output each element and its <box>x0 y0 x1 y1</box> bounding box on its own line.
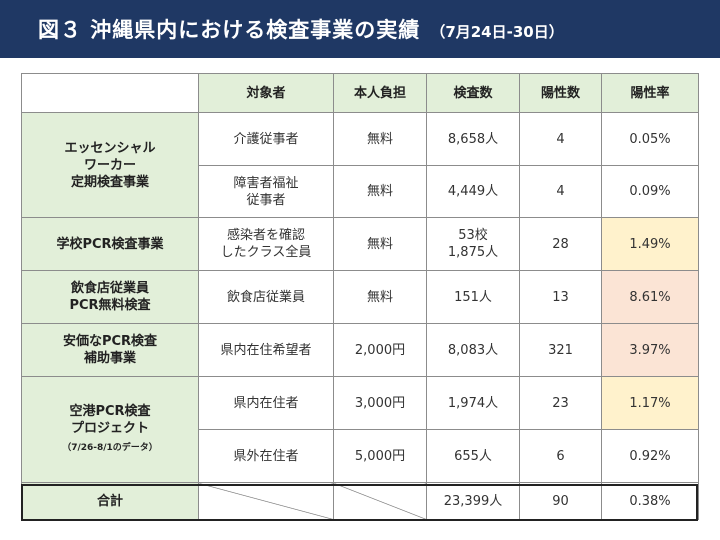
category-restaurant: 飲食店従業員 PCR無料検査 <box>21 270 199 324</box>
rate-cell: 0.05% <box>601 112 699 166</box>
rate-cell: 0.09% <box>601 165 699 218</box>
total-row: 合計 23,399人 90 0.38% <box>21 482 699 520</box>
page-title: 図３ 沖縄県内における検査事業の実績 <box>38 18 421 42</box>
total-rate: 0.38% <box>601 482 699 520</box>
period-label: （7月24日-30日） <box>430 22 564 41</box>
tests-cell: 8,658人 <box>426 112 520 166</box>
total-tests: 23,399人 <box>426 482 520 520</box>
header-rate: 陽性率 <box>601 73 699 113</box>
header-target: 対象者 <box>198 73 334 113</box>
header-row: 対象者 本人負担 検査数 陽性数 陽性率 <box>21 73 699 113</box>
tests-cell: 655人 <box>426 429 520 483</box>
cost-cell: 5,000円 <box>333 429 427 483</box>
total-label: 合計 <box>21 482 199 520</box>
table-row: 安価なPCR検査 補助事業 県内在住希望者 2,000円 8,083人 321 … <box>21 323 699 377</box>
tests-cell: 53校 1,875人 <box>426 217 520 271</box>
tests-cell: 151人 <box>426 270 520 324</box>
header-blank-cell <box>21 73 199 113</box>
airport-note: （7/26-8/1のデータ） <box>62 442 158 453</box>
cost-cell: 3,000円 <box>333 376 427 430</box>
target-cell: 県外在住者 <box>198 429 334 483</box>
cost-cell: 無料 <box>333 165 427 218</box>
target-cell: 飲食店従業員 <box>198 270 334 324</box>
positives-cell: 4 <box>519 165 602 218</box>
cost-cell: 2,000円 <box>333 323 427 377</box>
target-cell: 感染者を確認 したクラス全員 <box>198 217 334 271</box>
results-table: 対象者 本人負担 検査数 陽性数 陽性率 エッセンシャル ワーカー 定期検査事業… <box>21 73 699 520</box>
header-positives: 陽性数 <box>519 73 602 113</box>
tests-cell: 1,974人 <box>426 376 520 430</box>
target-cell: 障害者福祉 従事者 <box>198 165 334 218</box>
header-tests: 検査数 <box>426 73 520 113</box>
category-essential: エッセンシャル ワーカー 定期検査事業 <box>21 112 199 218</box>
cost-cell: 無料 <box>333 217 427 271</box>
positives-cell: 321 <box>519 323 602 377</box>
positives-cell: 6 <box>519 429 602 483</box>
rate-cell: 1.17% <box>601 376 699 430</box>
positives-cell: 13 <box>519 270 602 324</box>
total-positives: 90 <box>519 482 602 520</box>
positives-cell: 23 <box>519 376 602 430</box>
rate-cell: 1.49% <box>601 217 699 271</box>
table-row: 県外在住者 5,000円 655人 6 0.92% <box>22 429 699 483</box>
empty-diagonal-cell <box>198 482 334 520</box>
target-cell: 介護従事者 <box>198 112 334 166</box>
cost-cell: 無料 <box>333 270 427 324</box>
table-row: 学校PCR検査事業 感染者を確認 したクラス全員 無料 53校 1,875人 28 … <box>21 217 699 271</box>
rate-cell: 8.61% <box>601 270 699 324</box>
tests-cell: 4,449人 <box>426 165 520 218</box>
target-cell: 県内在住希望者 <box>198 323 334 377</box>
category-lowcost: 安価なPCR検査 補助事業 <box>21 323 199 377</box>
table-row: 空港PCR検査 プロジェクト （7/26-8/1のデータ） 県内在住者 3,00… <box>21 376 699 483</box>
tests-cell: 8,083人 <box>426 323 520 377</box>
positives-cell: 28 <box>519 217 602 271</box>
rate-cell: 0.92% <box>601 429 699 483</box>
cost-cell: 無料 <box>333 112 427 166</box>
table-row: エッセンシャル ワーカー 定期検査事業 介護従事者 無料 8,658人 4 0.… <box>21 112 699 218</box>
target-cell: 県内在住者 <box>198 376 334 430</box>
table-row: 飲食店従業員 PCR無料検査 飲食店従業員 無料 151人 13 8.61% <box>21 270 699 324</box>
rate-cell: 3.97% <box>601 323 699 377</box>
category-airport: 空港PCR検査 プロジェクト （7/26-8/1のデータ） <box>21 376 199 483</box>
empty-diagonal-cell <box>333 482 427 520</box>
title-banner: 図３ 沖縄県内における検査事業の実績 （7月24日-30日） <box>0 0 720 58</box>
category-school: 学校PCR検査事業 <box>21 217 199 271</box>
table-row: 障害者福祉 従事者 無料 4,449人 4 0.09% <box>22 165 699 218</box>
header-cost: 本人負担 <box>333 73 427 113</box>
positives-cell: 4 <box>519 112 602 166</box>
